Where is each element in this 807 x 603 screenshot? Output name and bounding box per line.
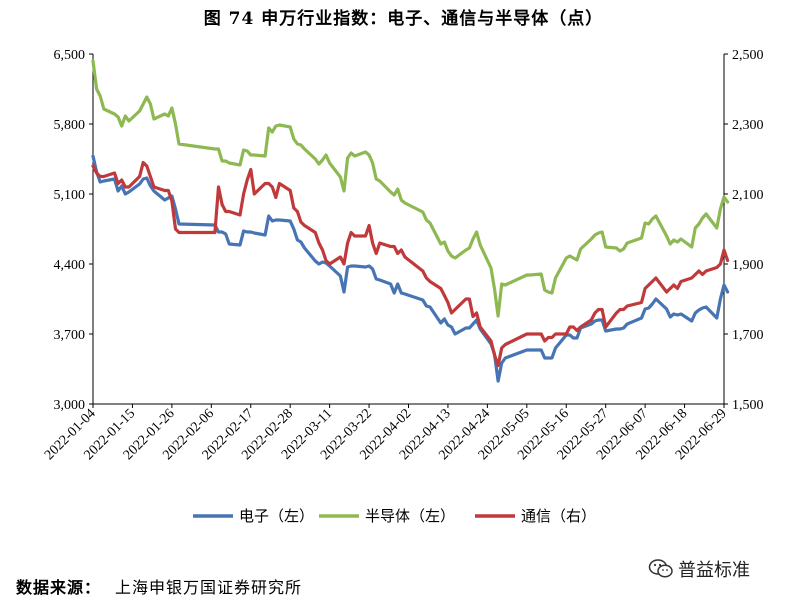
legend-label-3: 通信（右） xyxy=(521,507,596,525)
chart-title: 图 74 申万行业指数：电子、通信与半导体（点） xyxy=(203,9,604,29)
left-tick-label: 3,700 xyxy=(54,328,86,343)
legend: 电子（左） 半导体（左） 通信（右） xyxy=(193,507,596,525)
right-tick-label: 1,900 xyxy=(732,258,764,273)
source-note: 数据来源： 上海申银万国证券研究所 xyxy=(16,574,302,598)
series-line-3 xyxy=(91,160,730,368)
legend-label-2: 半导体（左） xyxy=(365,507,455,525)
watermark-text: 普益标准 xyxy=(678,560,750,581)
right-tick-label: 2,100 xyxy=(732,188,764,203)
left-tick-label: 5,100 xyxy=(54,188,86,203)
right-tick-label: 1,500 xyxy=(732,398,764,413)
right-tick-label: 1,700 xyxy=(732,328,764,343)
left-tick-label: 5,800 xyxy=(54,118,86,133)
series-line-1 xyxy=(91,154,730,383)
right-tick-label: 2,300 xyxy=(732,118,764,133)
left-tick-label: 4,400 xyxy=(54,258,86,273)
watermark: 普益标准 xyxy=(648,556,750,582)
left-tick-label: 3,000 xyxy=(54,398,86,413)
wechat-icon xyxy=(648,559,673,578)
series-line-2 xyxy=(91,59,730,318)
source-label: 数据来源： xyxy=(16,578,102,597)
series-lines xyxy=(91,59,730,383)
chart-svg: 3,000 3,700 4,400 5,100 5,800 6,500 1,500 1,700… xyxy=(42,48,764,525)
legend-label-1: 电子（左） xyxy=(239,507,314,525)
source-value: 上海申银万国证券研究所 xyxy=(115,578,303,597)
left-tick-label: 6,500 xyxy=(54,48,86,63)
right-tick-label: 2,500 xyxy=(732,48,764,63)
